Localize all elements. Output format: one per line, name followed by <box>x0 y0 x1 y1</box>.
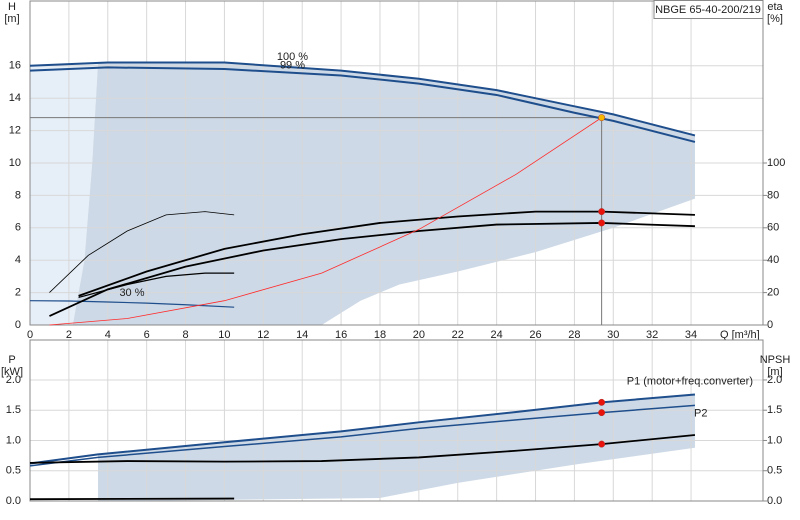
y-tick-label: 1.0 <box>6 434 21 446</box>
y-tick-label: 1.5 <box>6 404 21 416</box>
y2-tick-label: 0 <box>767 319 773 331</box>
curve-label: 100 % <box>277 51 308 63</box>
x-tick-label: 4 <box>105 329 111 341</box>
x-tick-label: 10 <box>218 329 230 341</box>
y-axis-unit: [kW] <box>1 366 23 378</box>
y-tick-label: 14 <box>9 92 21 104</box>
y2-axis-label: NPSH <box>760 354 791 366</box>
curve <box>78 210 695 297</box>
curve <box>49 211 235 293</box>
y2-axis-unit: [m] <box>767 366 782 378</box>
y-axis-unit: [m] <box>4 13 19 25</box>
x-tick-label: 22 <box>452 329 464 341</box>
operating-point <box>598 440 606 448</box>
operating-point <box>598 208 606 216</box>
curve <box>29 300 235 308</box>
x-tick-label: 12 <box>257 329 269 341</box>
y-tick-label: 6 <box>15 222 21 234</box>
operating-point <box>598 398 606 406</box>
y2-tick-label: 0.0 <box>767 495 782 507</box>
y2-tick-label: 40 <box>767 254 779 266</box>
y2-tick-label: 1.5 <box>767 404 782 416</box>
y-tick-label: 2 <box>15 287 21 299</box>
curve-label: P2 <box>694 407 707 419</box>
y2-tick-label: 1.0 <box>767 434 782 446</box>
header-title: NBGE 65-40-200/219 <box>655 4 761 16</box>
y-tick-label: 16 <box>9 60 21 72</box>
x-tick-label: 18 <box>374 329 386 341</box>
curve <box>29 434 696 464</box>
x-tick-label: 24 <box>491 329 503 341</box>
x-tick-label: 34 <box>685 329 697 341</box>
curve <box>49 117 602 326</box>
light-envelope <box>30 62 99 326</box>
operating-point <box>598 409 606 417</box>
curve-label: 30 % <box>119 287 144 299</box>
y-tick-label: 4 <box>15 254 21 266</box>
y-tick-label: 0.0 <box>6 495 21 507</box>
x-axis-label: Q [m³/h] <box>720 329 760 341</box>
y2-tick-label: 0.5 <box>767 465 782 477</box>
x-tick-label: 6 <box>144 329 150 341</box>
header-box <box>653 0 764 19</box>
y-tick-label: 12 <box>9 125 21 137</box>
operating-envelope <box>72 61 695 325</box>
curve-label: 99 % <box>280 60 305 72</box>
curve <box>29 404 696 467</box>
x-tick-label: 30 <box>607 329 619 341</box>
plot-frame <box>29 0 764 326</box>
x-tick-label: 14 <box>296 329 308 341</box>
y2-axis-label: eta <box>767 1 783 13</box>
y2-tick-label: 2.0 <box>767 374 782 386</box>
operating-envelope <box>98 394 695 501</box>
y2-axis-unit: [%] <box>767 13 783 25</box>
y-tick-label: 2.0 <box>6 374 21 386</box>
y-tick-label: 10 <box>9 157 21 169</box>
curve <box>29 393 696 465</box>
x-tick-label: 20 <box>413 329 425 341</box>
operating-point <box>598 114 606 122</box>
y-tick-label: 0 <box>15 319 21 331</box>
curve <box>78 272 235 299</box>
y2-tick-label: 60 <box>767 222 779 234</box>
curve <box>29 497 235 501</box>
y-tick-label: 0.5 <box>6 465 21 477</box>
x-tick-label: 0 <box>27 329 33 341</box>
y-axis-label: H <box>8 1 16 13</box>
operating-point <box>598 219 606 227</box>
curve <box>29 61 696 137</box>
x-tick-label: 8 <box>182 329 188 341</box>
curve-label: P1 (motor+freq.converter) <box>627 375 753 387</box>
y2-tick-label: 20 <box>767 287 779 299</box>
plot-frame <box>29 339 764 502</box>
y-tick-label: 8 <box>15 189 21 201</box>
x-tick-label: 32 <box>646 329 658 341</box>
x-tick-label: 2 <box>66 329 72 341</box>
y2-tick-label: 100 <box>767 157 785 169</box>
y-axis-label: P <box>8 354 15 366</box>
plot-layer: 0 2 4 6 8 10 12 14 16 18 20 22 24 26 28 30 32 34024681012… <box>1 0 791 507</box>
curve <box>49 222 695 317</box>
y2-tick-label: 80 <box>767 189 779 201</box>
x-tick-label: 16 <box>335 329 347 341</box>
x-tick-label: 28 <box>568 329 580 341</box>
x-tick-label: 26 <box>529 329 541 341</box>
